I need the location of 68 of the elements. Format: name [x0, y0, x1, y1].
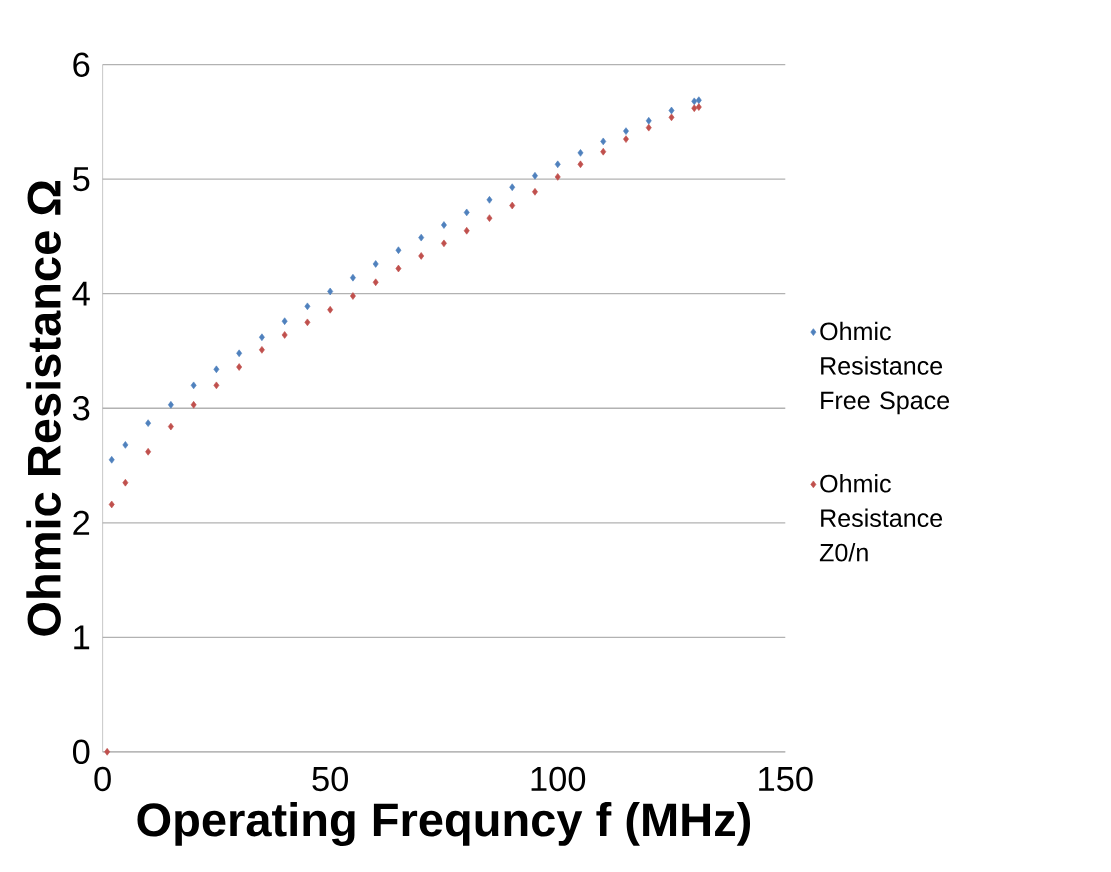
- point: [509, 183, 516, 191]
- point: [463, 226, 470, 235]
- point: [691, 97, 698, 105]
- x-tick-label: 50: [312, 766, 348, 792]
- point: [554, 173, 561, 181]
- point: [691, 104, 698, 112]
- point: [695, 96, 702, 104]
- point: [167, 400, 174, 409]
- point: [104, 747, 111, 756]
- x-axis-title: Operating Frequncy f (MHz): [137, 801, 751, 846]
- point: [623, 135, 629, 143]
- y-tick-label: 4: [72, 281, 90, 306]
- point: [463, 208, 470, 217]
- point: [577, 148, 584, 157]
- point: [108, 500, 115, 509]
- point: [281, 331, 288, 339]
- point: [190, 381, 197, 389]
- legend-label: Ohmic Resistance Z0/n: [819, 473, 943, 562]
- legend-label: Ohmic Resistance Free Space: [820, 321, 950, 415]
- point: [486, 195, 493, 204]
- point: [327, 305, 334, 314]
- x-tick-label: 150: [759, 766, 813, 792]
- y-tick-label: 6: [73, 52, 90, 77]
- point: [600, 137, 607, 146]
- point: [645, 116, 652, 125]
- point: [418, 233, 425, 242]
- point: [236, 363, 243, 371]
- point: [577, 160, 584, 168]
- point: [623, 127, 629, 135]
- point: [600, 147, 607, 156]
- y-tick-label: 1: [74, 625, 90, 650]
- y-tick-label: 0: [72, 739, 90, 764]
- point: [327, 287, 334, 296]
- point: [108, 455, 115, 464]
- point: [350, 292, 356, 300]
- point: [145, 419, 152, 427]
- point: [372, 278, 379, 286]
- y-tick-label: 5: [73, 167, 90, 192]
- point: [695, 103, 702, 111]
- point: [304, 302, 311, 310]
- point: [236, 349, 243, 357]
- y-tick-label: 2: [73, 510, 90, 535]
- point: [213, 365, 220, 373]
- point: [167, 422, 174, 431]
- y-tick-label: 3: [72, 395, 90, 421]
- point: [190, 400, 197, 409]
- point: [395, 246, 402, 254]
- point: [281, 317, 288, 325]
- point: [509, 201, 516, 210]
- point: [668, 106, 675, 115]
- point: [122, 440, 129, 449]
- point: [554, 160, 561, 168]
- point: [645, 123, 652, 132]
- point: [122, 478, 129, 487]
- x-tick-label: 0: [94, 766, 111, 792]
- point: [213, 381, 220, 389]
- point: [418, 252, 425, 260]
- point: [486, 214, 493, 222]
- point: [395, 264, 402, 273]
- point: [372, 260, 379, 268]
- point: [145, 447, 152, 456]
- point: [259, 333, 265, 341]
- point: [441, 239, 447, 247]
- point: [441, 221, 447, 229]
- x-tick-label: 100: [531, 766, 586, 792]
- point: [304, 318, 311, 326]
- y-axis-title: Ohmic Resistance Ω: [26, 180, 61, 636]
- point: [668, 113, 675, 121]
